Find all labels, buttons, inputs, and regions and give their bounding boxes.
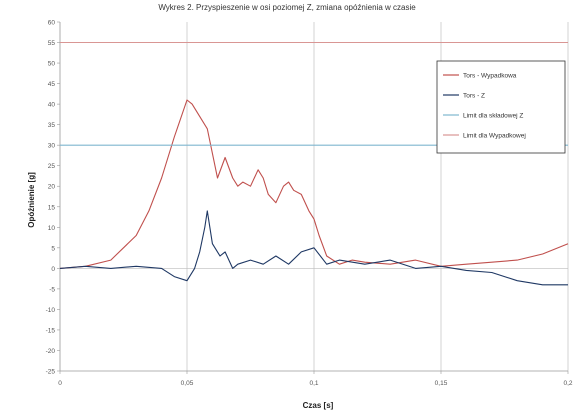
y-tick-label: -20 (46, 348, 56, 355)
legend-label: Tors - Wypadkowa (463, 73, 517, 80)
y-tick-label: 55 (48, 40, 56, 47)
y-tick-label: 45 (48, 81, 56, 88)
y-tick-label: 50 (48, 61, 56, 68)
legend: Tors - Wypadkowa Tors - Z Limit dla składo… (436, 60, 566, 154)
x-tick-label: 0,05 (181, 380, 194, 387)
y-tick-label: 15 (48, 204, 56, 211)
y-tick-label: -5 (49, 286, 55, 293)
x-axis-label: Czas [s] (303, 401, 334, 410)
x-tick-label: 0,1 (309, 380, 318, 387)
y-tick-label: 5 (51, 245, 55, 252)
y-tick-label: 40 (48, 102, 56, 109)
y-tick-label: 35 (48, 122, 56, 129)
y-tick-label: -25 (46, 369, 56, 376)
y-tick-label: 30 (48, 143, 56, 150)
y-axis-label: Opóźnienie [g] (27, 172, 36, 228)
series-line-tors-z (59, 210, 568, 286)
series-lines (59, 41, 569, 286)
x-tick-label: 0,2 (563, 380, 572, 387)
x-tick-label: 0 (58, 380, 62, 387)
y-tick-label: 60 (48, 20, 56, 27)
legend-label: Limit dla Wypadkowej (463, 133, 526, 140)
legend-label: Tors - Z (463, 93, 485, 100)
legend-label: Limit dla składowej Z (463, 113, 523, 120)
x-tick-label: 0,15 (435, 380, 448, 387)
y-tick-label: -10 (46, 307, 56, 314)
y-tick-label: 20 (48, 184, 56, 191)
chart-caption: Wykres 2. Przyspieszenie w osi poziomej … (158, 3, 416, 12)
axes: -25 -20 -15 -10 -5 0 5 10 15 20 25 30 35 40 45 50 55 60 0 0… (46, 20, 573, 388)
y-tick-label: -15 (46, 327, 56, 334)
legend-box (436, 60, 566, 154)
y-tick-label: 0 (51, 266, 55, 273)
y-tick-label: 10 (48, 225, 56, 232)
y-tick-label: 25 (48, 163, 56, 170)
